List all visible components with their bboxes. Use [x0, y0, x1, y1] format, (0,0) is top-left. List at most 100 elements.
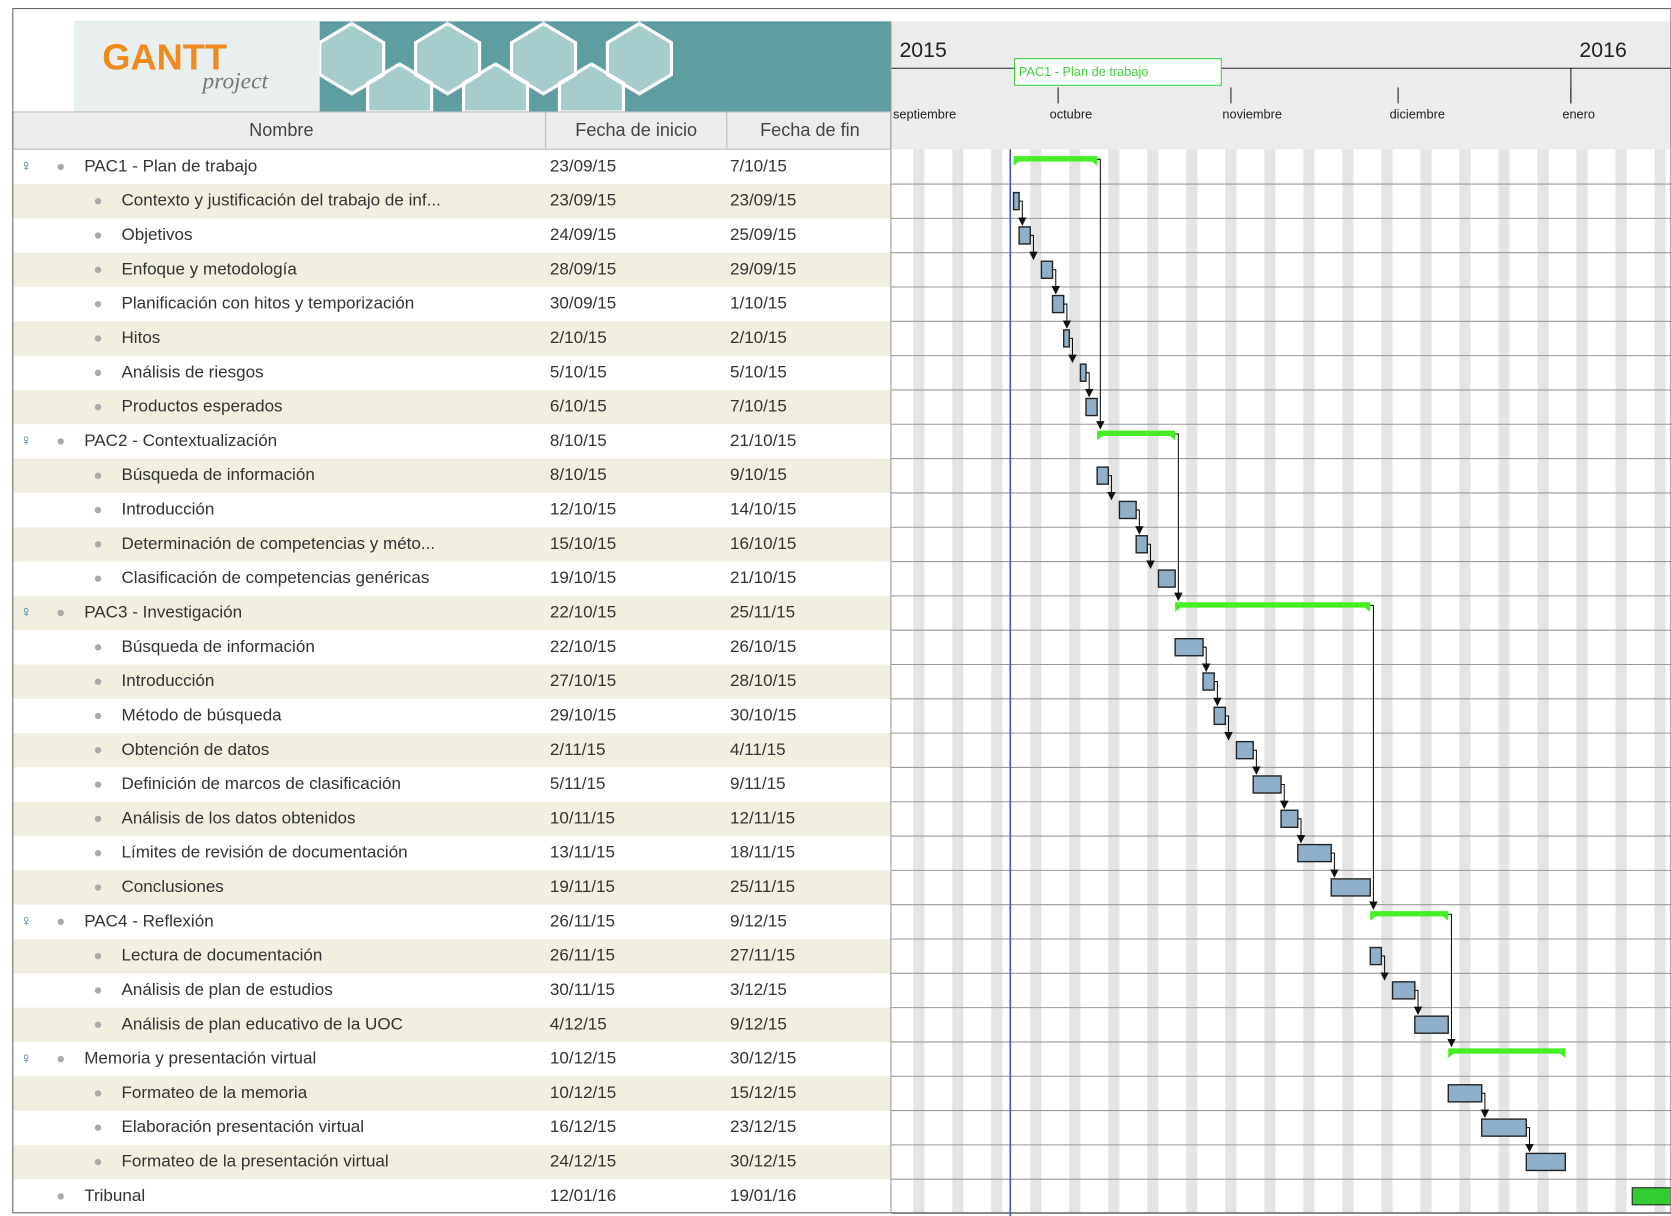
task-end: 9/11/15 [730, 774, 786, 793]
tree-bullet [57, 1193, 64, 1200]
task-start: 24/09/15 [550, 225, 616, 244]
task-name[interactable]: Búsqueda de información [121, 465, 314, 484]
task-bar [1391, 981, 1416, 1000]
weekend-stripe [1264, 149, 1270, 1213]
task-bar [1096, 466, 1109, 485]
row-stripe [12, 527, 891, 562]
task-name[interactable]: Introducción [121, 500, 214, 519]
weekend-stripe [952, 149, 958, 1213]
weekend-stripe [1230, 149, 1237, 1213]
tree-bullet [94, 575, 102, 582]
task-start: 5/11/15 [550, 774, 606, 793]
task-name[interactable]: PAC4 - Reflexión [84, 911, 213, 930]
task-name[interactable]: PAC1 - Plan de trabajo [84, 156, 257, 175]
tree-bullet [94, 506, 102, 514]
row-stripe [12, 733, 891, 768]
task-name[interactable]: PAC2 - Contextualización [84, 431, 277, 450]
row-stripe [12, 939, 891, 974]
task-bar [1202, 672, 1215, 691]
task-start: 12/10/15 [550, 500, 616, 519]
task-end: 14/10/15 [730, 500, 796, 519]
weekend-stripe [957, 149, 964, 1213]
task-name[interactable]: Contexto y justificación del trabajo de … [121, 191, 440, 210]
dependency [1029, 234, 1038, 261]
expand-icon[interactable]: ♀ [20, 158, 32, 175]
task-name[interactable]: Introducción [121, 671, 214, 690]
tree-bullet [94, 678, 102, 685]
logo-box [74, 21, 320, 112]
task-name[interactable]: Clasificación de competencias genéricas [121, 568, 429, 587]
task-name[interactable]: Elaboración presentación virtual [121, 1117, 364, 1136]
tree-bullet [94, 884, 102, 891]
dependency [1224, 715, 1233, 741]
weekend-stripe [913, 149, 919, 1213]
task-start: 22/10/15 [550, 637, 616, 656]
task-bar [1330, 878, 1371, 897]
column-header[interactable]: Nombre [249, 120, 313, 140]
task-name[interactable]: Planificación con hitos y temporización [121, 294, 414, 313]
task-name[interactable]: Análisis de plan de estudios [121, 980, 332, 999]
tree-bullet [57, 1055, 64, 1063]
task-name[interactable]: Memoria y presentación virtual [84, 1049, 316, 1068]
task-name[interactable]: Enfoque y metodología [121, 259, 297, 278]
task-name[interactable]: Tribunal [84, 1186, 145, 1205]
task-start: 30/11/15 [550, 980, 615, 999]
tree-bullet [94, 369, 102, 376]
weekend-stripe [1459, 149, 1465, 1213]
task-name[interactable]: Análisis de los datos obtenidos [121, 808, 355, 827]
tree-bullet [94, 541, 102, 548]
task-name[interactable]: PAC3 - Investigación [84, 603, 242, 622]
month-label: diciembre [1390, 106, 1445, 121]
task-end: 16/10/15 [730, 534, 796, 553]
task-name[interactable]: Búsqueda de información [121, 637, 314, 656]
weekend-stripe [1113, 149, 1120, 1213]
task-bar [1118, 500, 1137, 520]
task-name[interactable]: Productos esperados [121, 397, 282, 416]
frame [12, 8, 1671, 1214]
weekend-stripe [996, 149, 1003, 1213]
task-name[interactable]: Conclusiones [121, 877, 223, 896]
task-name[interactable]: Definición de marcos de clasificación [121, 774, 401, 793]
task-name[interactable]: Objetivos [121, 225, 192, 244]
task-name[interactable]: Formateo de la memoria [121, 1083, 307, 1102]
task-name[interactable]: Obtención de datos [121, 740, 269, 759]
weekend-stripe [1186, 149, 1192, 1213]
task-start: 12/01/16 [550, 1186, 616, 1205]
weekend-stripe [1191, 149, 1198, 1213]
dependency [1174, 433, 1183, 602]
task-name[interactable]: Análisis de plan educativo de la UOC [121, 1014, 402, 1033]
timeline-header [890, 21, 1671, 150]
summary-bar [1370, 911, 1449, 921]
task-start: 15/10/15 [550, 534, 616, 553]
task-name[interactable]: Hitos [121, 328, 160, 347]
dependency [1380, 955, 1389, 981]
column-header[interactable]: Fecha de inicio [575, 120, 697, 140]
task-start: 4/12/15 [550, 1014, 607, 1033]
row-stripe [12, 184, 891, 219]
task-name[interactable]: Determinación de competencias y méto... [121, 534, 435, 553]
dependency [1213, 680, 1222, 707]
task-name[interactable]: Método de búsqueda [121, 705, 282, 724]
weekend-stripe [918, 149, 925, 1213]
tree-bullet [94, 232, 102, 239]
dependency [1051, 269, 1061, 295]
task-bar [1252, 775, 1282, 794]
row-stripe [12, 1007, 891, 1042]
expand-icon[interactable]: ♀ [20, 1050, 32, 1067]
task-name[interactable]: Límites de revisión de documentación [121, 843, 407, 862]
expand-icon[interactable]: ♀ [20, 913, 32, 930]
task-bar [1525, 1152, 1567, 1172]
row-stripe [12, 595, 891, 631]
weekend-stripe [1225, 149, 1231, 1213]
column-header[interactable]: Fecha de fin [760, 120, 860, 140]
task-name[interactable]: Análisis de riesgos [121, 362, 263, 381]
row-stripe [12, 321, 891, 356]
expand-icon[interactable]: ♀ [20, 433, 32, 450]
task-name[interactable]: Lectura de documentación [121, 946, 322, 965]
tree-bullet [94, 987, 102, 994]
task-bar [1040, 260, 1054, 279]
task-name[interactable]: Formateo de la presentación virtual [121, 1152, 388, 1171]
row-stripe [12, 389, 891, 425]
weekend-stripe [991, 149, 997, 1213]
expand-icon[interactable]: ♀ [20, 604, 32, 621]
